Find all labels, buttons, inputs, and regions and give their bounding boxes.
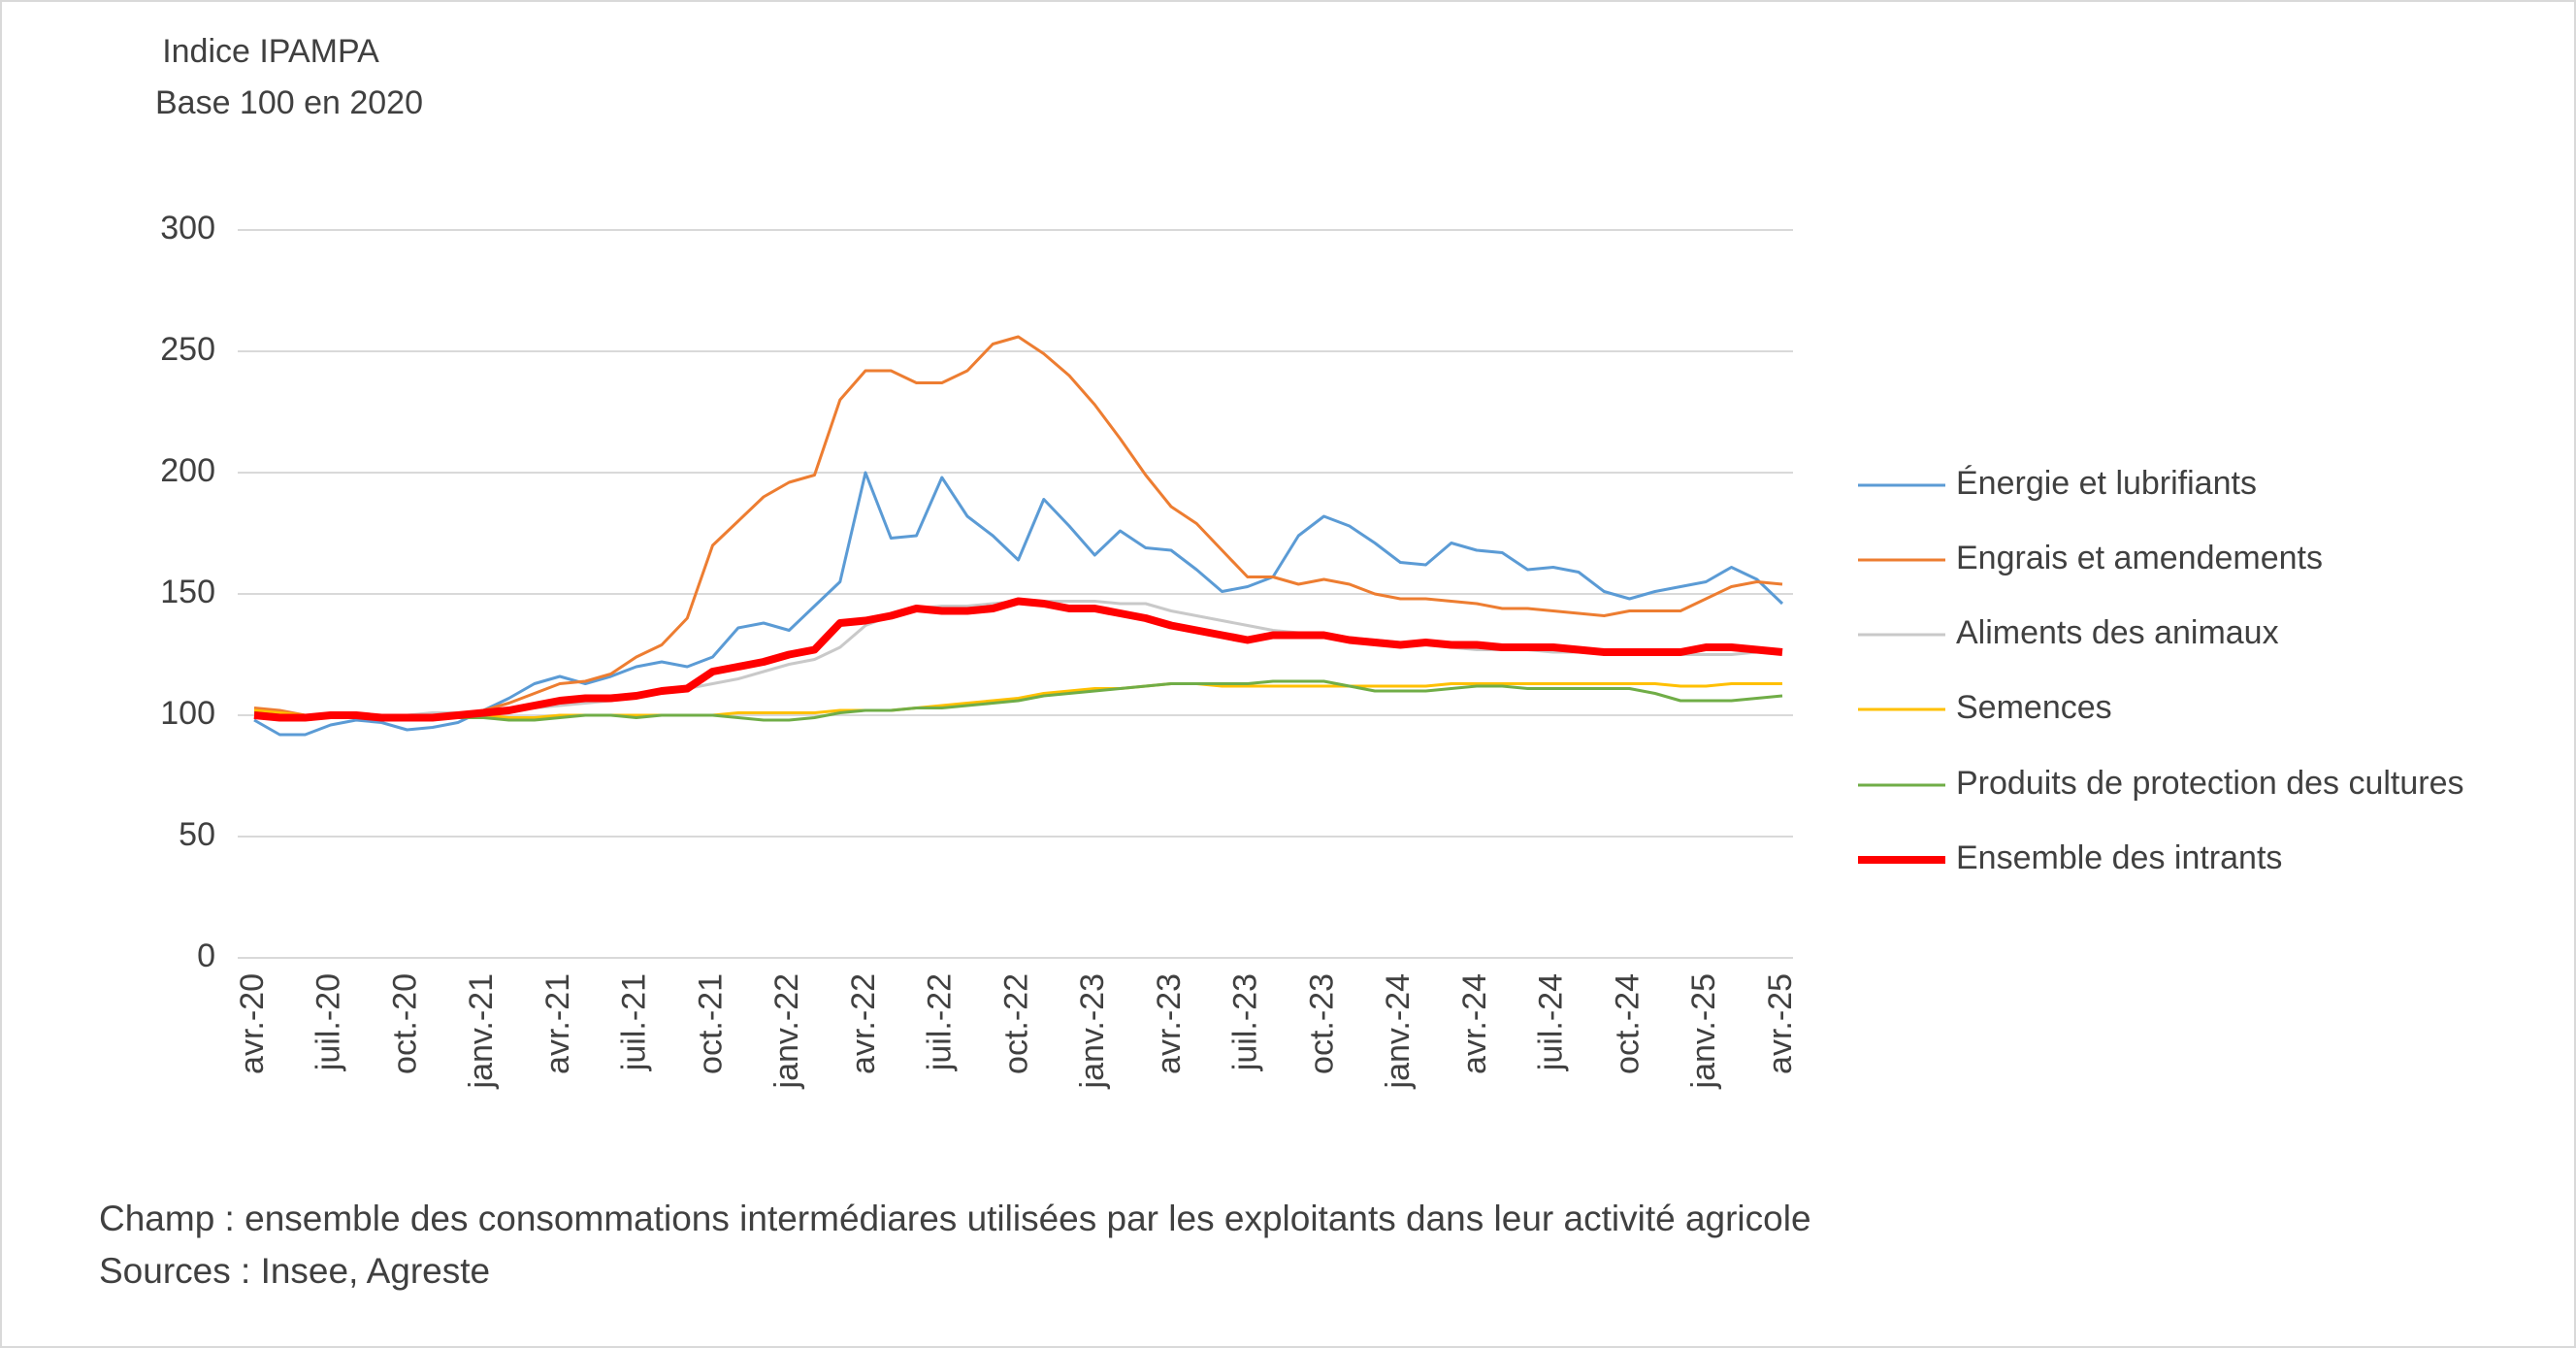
- y-tick-label: 300: [160, 210, 215, 247]
- y-tick-label: 50: [179, 816, 215, 853]
- note: Champ : ensemble des consommations inter…: [99, 1199, 1811, 1238]
- legend-label: Énergie et lubrifiants: [1956, 465, 2257, 502]
- x-tick-label: juil.-20: [310, 973, 347, 1071]
- x-tick-label: janv.-25: [1685, 973, 1722, 1089]
- x-tick-label: avr.-22: [845, 973, 882, 1074]
- chart-title: Indice IPAMPA: [162, 33, 379, 70]
- y-tick-label: 150: [160, 574, 215, 610]
- note: Sources : Insee, Agreste: [99, 1251, 490, 1291]
- x-tick-label: avr.-25: [1762, 973, 1799, 1074]
- x-tick-label: janv.-24: [1380, 973, 1417, 1089]
- x-tick-label: juil.-22: [922, 973, 959, 1071]
- chart-subtitle: Base 100 en 2020: [155, 84, 423, 121]
- x-tick-label: juil.-23: [1227, 973, 1264, 1071]
- line: [253, 679, 1783, 722]
- y-tick-label: 250: [160, 331, 215, 368]
- legend-label: Aliments des animaux: [1956, 614, 2279, 651]
- x-tick-label: juil.-21: [616, 973, 653, 1071]
- x-tick-label: oct.-24: [1609, 973, 1646, 1074]
- y-tick-label: 100: [160, 695, 215, 732]
- x-tick-label: avr.-21: [539, 973, 576, 1074]
- x-tick-label: avr.-20: [234, 973, 271, 1074]
- line: [253, 471, 1784, 737]
- legend-label: Semences: [1956, 689, 2112, 726]
- x-tick-label: oct.-20: [386, 973, 423, 1074]
- legend-label: Engrais et amendements: [1956, 540, 2323, 576]
- x-tick-label: janv.-21: [463, 973, 500, 1089]
- line: [253, 335, 1783, 722]
- x-tick-label: avr.-23: [1151, 973, 1188, 1074]
- x-tick-label: oct.-22: [997, 973, 1034, 1074]
- x-tick-label: juil.-24: [1533, 973, 1570, 1071]
- y-tick-label: 0: [197, 937, 215, 974]
- legend-label: Ensemble des intrants: [1956, 839, 2282, 876]
- line: [253, 597, 1783, 722]
- x-tick-label: janv.-22: [768, 973, 805, 1089]
- line: [253, 682, 1782, 719]
- x-tick-label: oct.-23: [1303, 973, 1340, 1074]
- x-tick-label: janv.-23: [1074, 973, 1111, 1089]
- y-tick-label: 200: [160, 452, 215, 489]
- x-tick-label: oct.-21: [692, 973, 729, 1074]
- legend-label: Produits de protection des cultures: [1956, 765, 2464, 802]
- x-tick-label: avr.-24: [1456, 973, 1493, 1074]
